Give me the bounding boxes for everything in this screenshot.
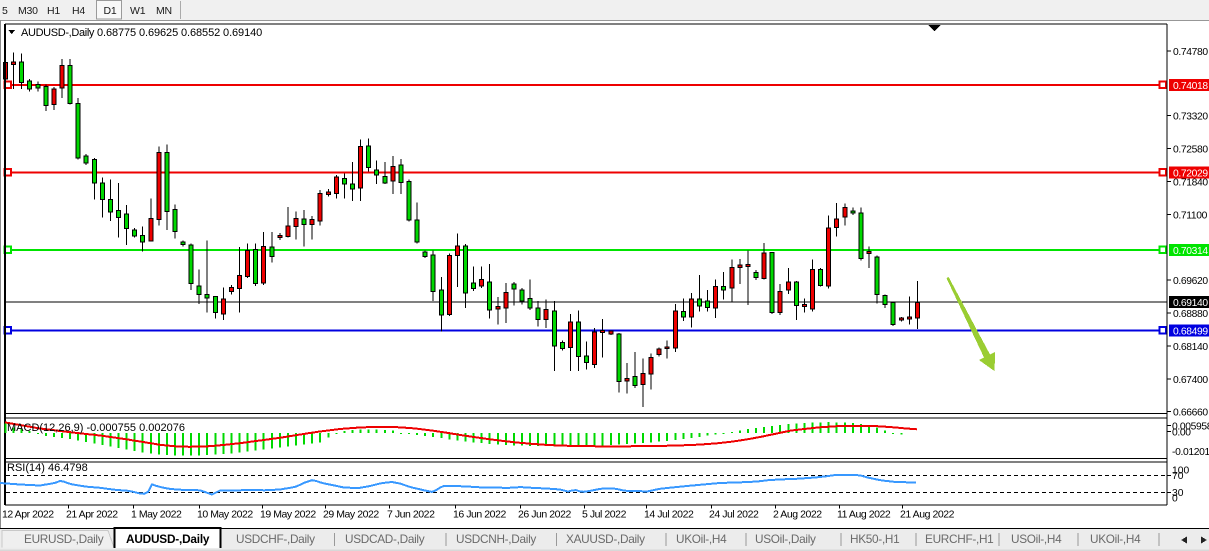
svg-text:0.68880: 0.68880 [1173, 309, 1208, 320]
svg-text:0.67400: 0.67400 [1173, 375, 1208, 386]
svg-text:HK50-,H1: HK50-,H1 [850, 532, 899, 546]
svg-text:EURUSD-,Daily: EURUSD-,Daily [24, 532, 104, 546]
svg-text:UKOil-,H4: UKOil-,H4 [1090, 532, 1141, 546]
svg-text:0.72029: 0.72029 [1173, 168, 1208, 179]
svg-text:0.71100: 0.71100 [1173, 210, 1208, 221]
svg-text:10 May 2022: 10 May 2022 [197, 509, 253, 521]
svg-text:0: 0 [1172, 494, 1178, 505]
svg-text:21 Apr 2022: 21 Apr 2022 [66, 509, 118, 521]
svg-text:12 Apr 2022: 12 Apr 2022 [2, 509, 54, 521]
svg-text:24 Jul 2022: 24 Jul 2022 [709, 509, 759, 521]
svg-text:2 Aug 2022: 2 Aug 2022 [773, 509, 822, 521]
svg-text:RSI(14) 46.4798: RSI(14) 46.4798 [7, 462, 88, 474]
svg-text:W1: W1 [130, 5, 146, 17]
svg-text:0.69140: 0.69140 [1173, 298, 1208, 309]
svg-text:0.68499: 0.68499 [1173, 326, 1208, 337]
svg-text:1 May 2022: 1 May 2022 [131, 509, 182, 521]
svg-text:0.72580: 0.72580 [1173, 145, 1208, 156]
svg-text:0.70314: 0.70314 [1173, 246, 1208, 257]
svg-text:AUDUSD-,Daily: AUDUSD-,Daily [126, 532, 210, 546]
svg-text:USDCAD-,Daily: USDCAD-,Daily [345, 532, 425, 546]
svg-text:7 Jun 2022: 7 Jun 2022 [387, 509, 435, 521]
svg-text:0.73320: 0.73320 [1173, 112, 1208, 123]
svg-text:USDCNH-,Daily: USDCNH-,Daily [456, 532, 536, 546]
svg-text:21 Aug 2022: 21 Aug 2022 [900, 509, 955, 521]
svg-text:D1: D1 [104, 5, 117, 17]
svg-text:29 May 2022: 29 May 2022 [323, 509, 379, 521]
svg-text:14 Jul 2022: 14 Jul 2022 [644, 509, 694, 521]
svg-text:30: 30 [1172, 488, 1184, 499]
svg-text:UKOil-,H4: UKOil-,H4 [676, 532, 727, 546]
svg-text:5 Jul 2022: 5 Jul 2022 [582, 509, 627, 521]
svg-text:19 May 2022: 19 May 2022 [260, 509, 316, 521]
svg-text:0.68140: 0.68140 [1173, 342, 1208, 353]
svg-text:70: 70 [1172, 471, 1184, 482]
svg-text:H1: H1 [47, 5, 60, 17]
svg-text:0.71840: 0.71840 [1173, 178, 1208, 189]
svg-text:100: 100 [1172, 466, 1189, 477]
svg-text:USDCHF-,Daily: USDCHF-,Daily [236, 532, 315, 546]
svg-text:26 Jun 2022: 26 Jun 2022 [518, 509, 571, 521]
svg-text:-0.012015: -0.012015 [1172, 447, 1209, 458]
svg-text:0.005958: 0.005958 [1172, 422, 1209, 433]
svg-text:USOil-,H4: USOil-,H4 [1011, 532, 1062, 546]
svg-text:11 Aug 2022: 11 Aug 2022 [837, 509, 891, 521]
svg-text:0.00: 0.00 [1172, 428, 1191, 439]
svg-text:0.74018: 0.74018 [1173, 81, 1208, 92]
svg-text:AUDUSD-,Daily: AUDUSD-,Daily [21, 27, 95, 39]
svg-text:M30: M30 [18, 5, 38, 17]
svg-text:H4: H4 [72, 5, 85, 17]
svg-text:XAUUSD-,Daily: XAUUSD-,Daily [566, 532, 645, 546]
svg-text:0.68775 0.69625 0.68552 0.6914: 0.68775 0.69625 0.68552 0.69140 [97, 27, 262, 39]
svg-text:MACD(12,26,9) -0.000755 0.0020: MACD(12,26,9) -0.000755 0.002076 [7, 422, 185, 434]
svg-text:MN: MN [156, 5, 172, 17]
svg-text:EURCHF-,H1: EURCHF-,H1 [925, 532, 993, 546]
svg-text:5: 5 [2, 5, 8, 17]
svg-text:0.69620: 0.69620 [1173, 276, 1208, 287]
svg-text:0.66660: 0.66660 [1173, 408, 1208, 419]
svg-text:0.74780: 0.74780 [1173, 47, 1208, 58]
svg-text:USOil-,Daily: USOil-,Daily [755, 532, 816, 546]
svg-text:16 Jun 2022: 16 Jun 2022 [453, 509, 506, 521]
